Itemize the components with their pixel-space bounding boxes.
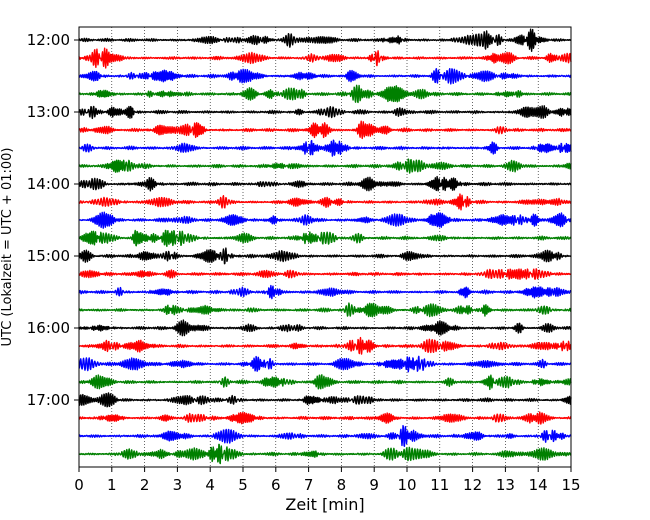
trace-row bbox=[78, 28, 572, 52]
x-axis-ticks: 0 1 2 3 4 5 6 7 8 9 10 11 12 13 14 15 bbox=[74, 467, 581, 494]
trace-row bbox=[78, 175, 572, 192]
x-tick-label: 6 bbox=[271, 476, 281, 494]
x-tick-label: 4 bbox=[205, 476, 215, 494]
trace-row bbox=[78, 105, 572, 120]
grid-lines bbox=[111, 27, 539, 467]
y-tick-label: 13:00 bbox=[27, 103, 70, 121]
trace-row bbox=[78, 392, 572, 408]
x-tick-label: 13 bbox=[496, 476, 515, 494]
x-tick-label: 2 bbox=[140, 476, 150, 494]
trace-row bbox=[78, 425, 572, 447]
y-tick-label: 17:00 bbox=[27, 391, 70, 409]
trace-row bbox=[78, 284, 572, 300]
y-tick-label: 16:00 bbox=[27, 319, 70, 337]
trace-row bbox=[78, 247, 572, 265]
x-tick-label: 5 bbox=[238, 476, 248, 494]
trace-row bbox=[78, 355, 572, 373]
x-tick-label: 8 bbox=[337, 476, 347, 494]
y-axis-ticks: 12:00 13:00 14:00 15:00 16:00 17:00 bbox=[27, 31, 79, 409]
y-axis-label: UTC (Lokalzeit = UTC + 01:00) bbox=[0, 148, 15, 347]
x-tick-label: 12 bbox=[463, 476, 482, 494]
trace-row bbox=[78, 336, 572, 355]
trace-row bbox=[78, 158, 572, 174]
y-tick-label: 14:00 bbox=[27, 175, 70, 193]
trace-row bbox=[78, 374, 572, 391]
trace-row bbox=[78, 84, 572, 104]
x-tick-label: 9 bbox=[369, 476, 379, 494]
trace-row bbox=[78, 47, 572, 69]
x-tick-label: 7 bbox=[304, 476, 314, 494]
trace-row bbox=[78, 268, 572, 280]
x-tick-label: 0 bbox=[74, 476, 84, 494]
trace-row bbox=[78, 139, 572, 157]
x-axis-label: Zeit [min] bbox=[285, 495, 364, 514]
trace-row bbox=[78, 67, 572, 85]
x-tick-label: 3 bbox=[173, 476, 183, 494]
x-tick-label: 10 bbox=[397, 476, 416, 494]
trace-row bbox=[78, 193, 572, 211]
plot-background bbox=[79, 27, 571, 467]
trace-row bbox=[78, 229, 572, 248]
trace-row bbox=[78, 443, 572, 465]
y-tick-label: 12:00 bbox=[27, 31, 70, 49]
trace-row bbox=[78, 120, 572, 140]
x-tick-label: 15 bbox=[561, 476, 580, 494]
trace-row bbox=[78, 411, 572, 425]
y-tick-label: 15:00 bbox=[27, 247, 70, 265]
trace-row bbox=[78, 302, 572, 318]
trace-row bbox=[78, 319, 572, 337]
x-tick-label: 14 bbox=[529, 476, 548, 494]
x-tick-label: 1 bbox=[107, 476, 117, 494]
trace-row bbox=[78, 211, 572, 229]
x-tick-label: 11 bbox=[430, 476, 449, 494]
seismic-traces bbox=[78, 28, 572, 465]
plot-frame bbox=[78, 26, 572, 468]
